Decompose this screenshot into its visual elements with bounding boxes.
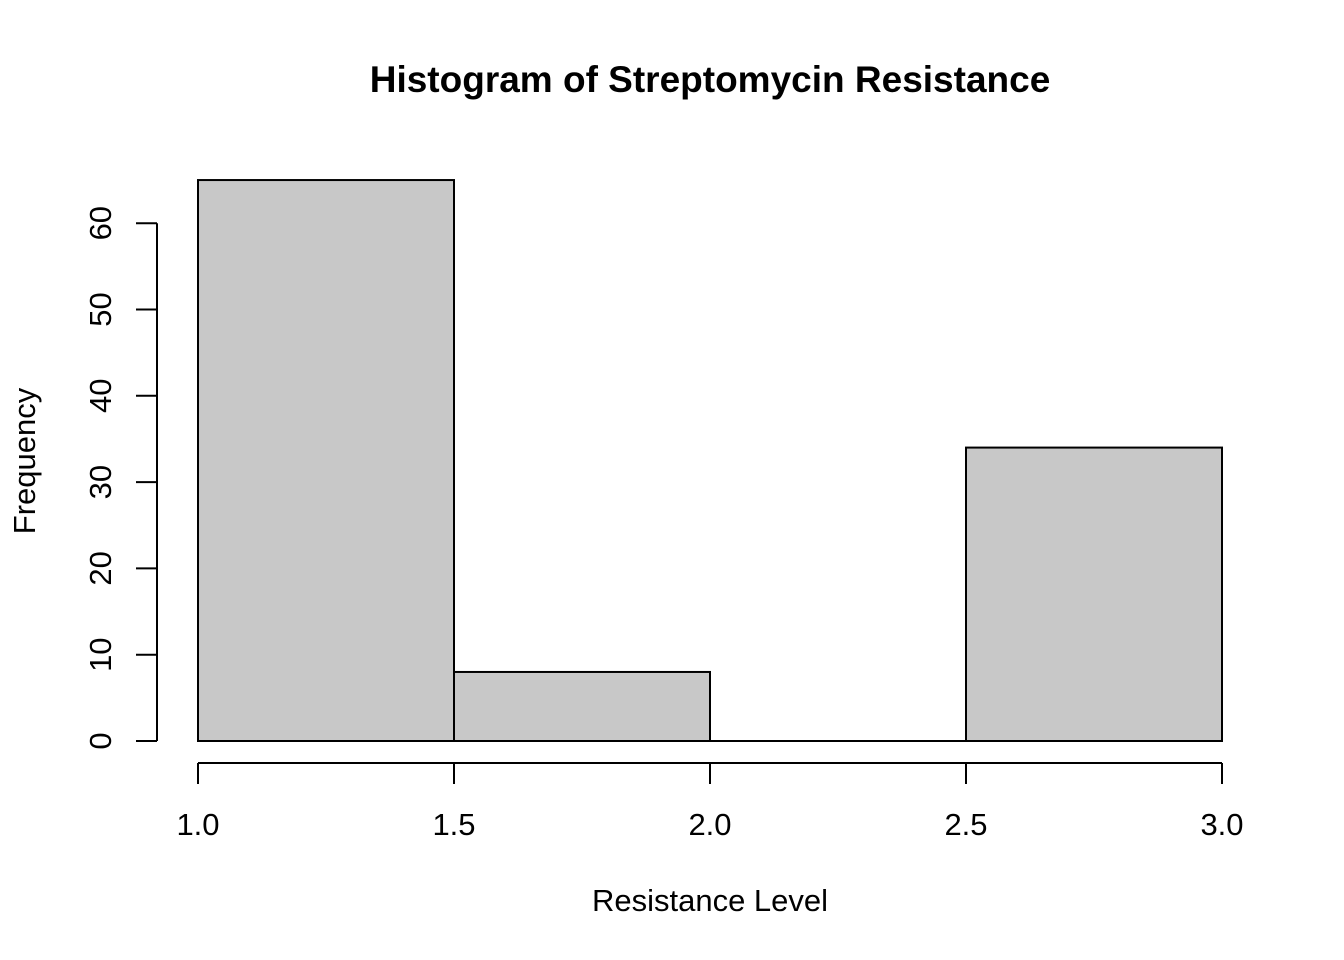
x-tick-label: 3.0 (1200, 807, 1243, 842)
x-tick-label: 1.0 (176, 807, 219, 842)
x-tick-label: 2.0 (688, 807, 731, 842)
y-tick-label: 30 (83, 465, 118, 499)
x-axis-label: Resistance Level (592, 883, 828, 918)
histogram-bar-2 (453, 670, 711, 743)
x-tick-label: 2.5 (944, 807, 987, 842)
y-axis-label: Frequency (7, 387, 42, 534)
y-axis: 0 10 20 30 40 50 60 (83, 206, 158, 750)
histogram-bar-4 (965, 446, 1223, 742)
y-tick-label: 60 (83, 206, 118, 240)
bars-group (197, 179, 1223, 743)
histogram-bar-1 (197, 179, 455, 743)
y-tick-label: 20 (83, 551, 118, 585)
y-tick-label: 10 (83, 637, 118, 671)
y-tick-label: 50 (83, 292, 118, 326)
y-tick-label: 0 (83, 732, 118, 749)
x-tick-label: 1.5 (432, 807, 475, 842)
y-tick-label: 40 (83, 379, 118, 413)
x-axis: 1.0 1.5 2.0 2.5 3.0 (176, 762, 1244, 842)
chart-title: Histogram of Streptomycin Resistance (370, 59, 1051, 100)
